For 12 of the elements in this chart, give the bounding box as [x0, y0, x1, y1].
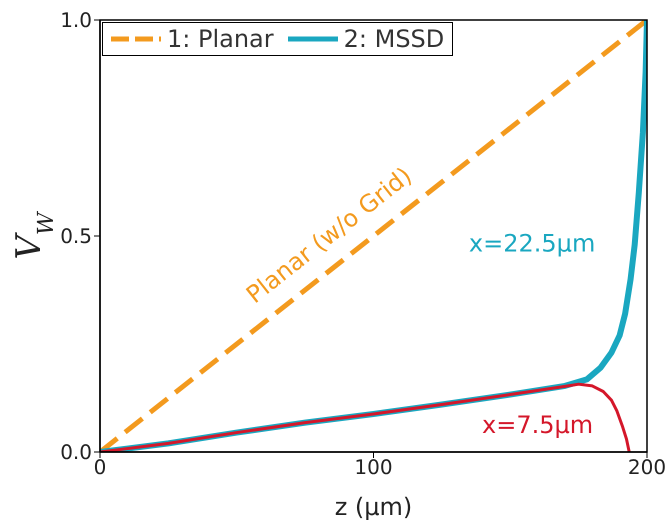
annotation: x=22.5μm [468, 229, 596, 258]
legend-label: 2: MSSD [344, 25, 444, 53]
y-tick-label: 1.0 [60, 8, 92, 32]
x-tick-label: 0 [94, 455, 106, 480]
x-tick-label: 200 [628, 455, 666, 480]
y-tick-label: 0.0 [60, 440, 92, 464]
line-series [100, 382, 631, 452]
x-axis-title: z (μm) [334, 493, 412, 521]
annotation: x=7.5μm [482, 410, 594, 439]
x-tick-label: 100 [354, 455, 393, 480]
legend-label: 1: Planar [167, 25, 274, 53]
y-tick-label: 0.5 [60, 224, 92, 248]
